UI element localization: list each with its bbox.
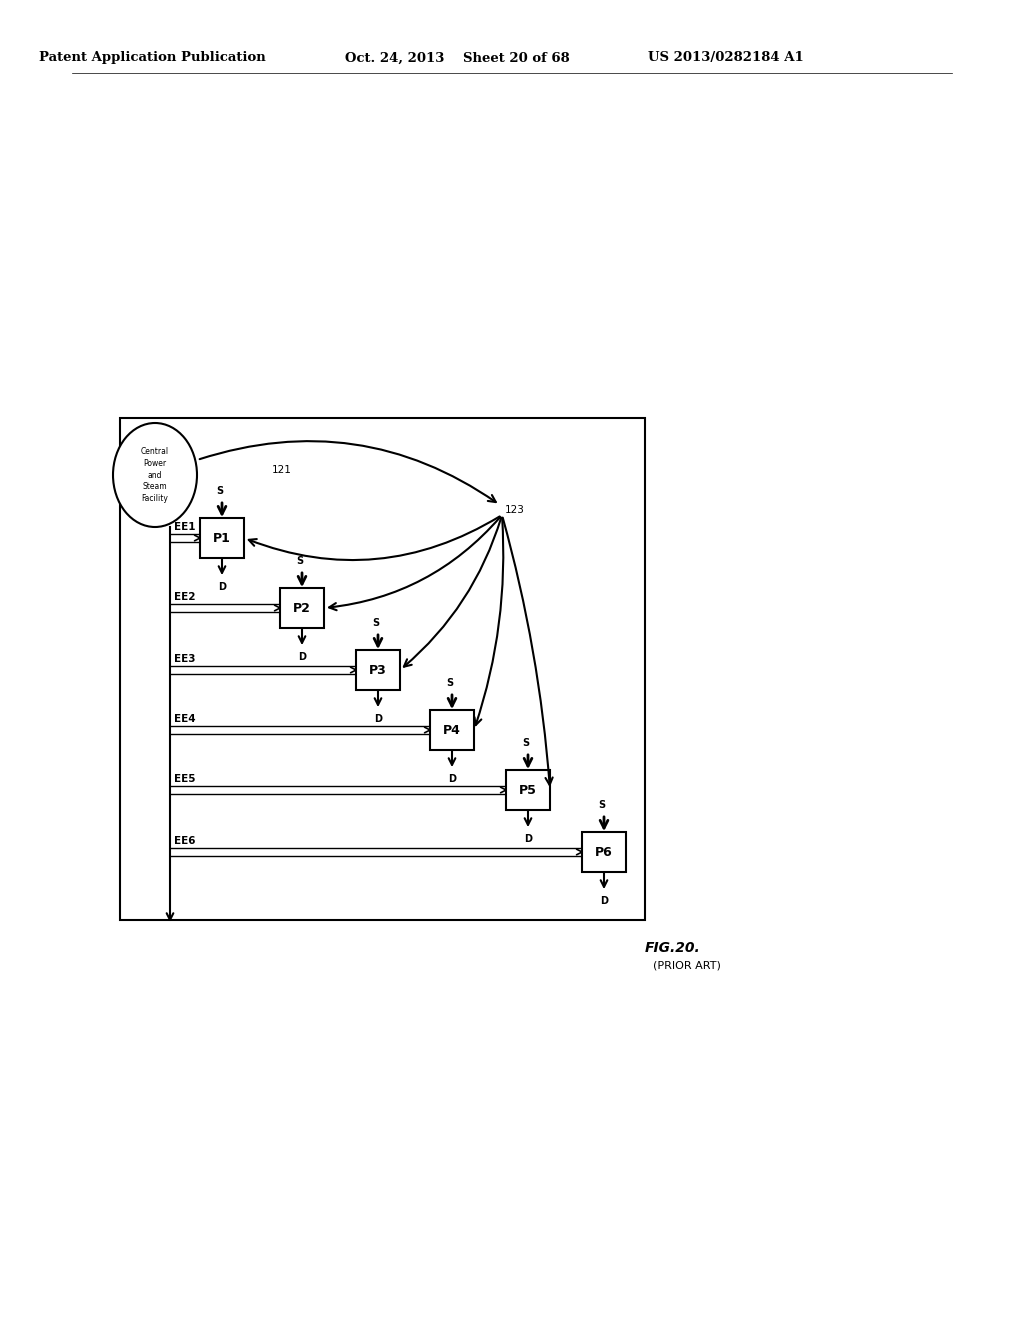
Text: EE5: EE5: [174, 774, 196, 784]
Text: D: D: [524, 834, 532, 843]
Text: D: D: [449, 774, 456, 784]
FancyBboxPatch shape: [200, 517, 244, 558]
Text: EE2: EE2: [174, 591, 196, 602]
FancyBboxPatch shape: [582, 832, 626, 873]
Text: (PRIOR ART): (PRIOR ART): [653, 961, 721, 972]
Text: Oct. 24, 2013: Oct. 24, 2013: [345, 51, 444, 65]
Text: EE1: EE1: [174, 521, 196, 532]
Text: FIG.20.: FIG.20.: [645, 941, 700, 954]
Ellipse shape: [113, 422, 197, 527]
Text: 121: 121: [272, 465, 292, 475]
Text: Sheet 20 of 68: Sheet 20 of 68: [463, 51, 569, 65]
Text: D: D: [218, 582, 226, 591]
FancyBboxPatch shape: [356, 649, 400, 690]
Text: P2: P2: [293, 602, 311, 615]
Text: P4: P4: [443, 723, 461, 737]
Text: EE3: EE3: [174, 653, 196, 664]
Text: P1: P1: [213, 532, 231, 544]
Text: P5: P5: [519, 784, 537, 796]
Text: Central
Power
and
Steam
Facility: Central Power and Steam Facility: [141, 447, 169, 503]
Text: S: S: [216, 486, 223, 496]
FancyBboxPatch shape: [280, 587, 324, 628]
Text: P6: P6: [595, 846, 613, 858]
Text: S: S: [522, 738, 529, 748]
Text: Patent Application Publication: Patent Application Publication: [39, 51, 265, 65]
Text: EE4: EE4: [174, 714, 196, 723]
Text: 123: 123: [505, 506, 525, 515]
Text: US 2013/0282184 A1: US 2013/0282184 A1: [648, 51, 804, 65]
Text: P3: P3: [369, 664, 387, 676]
Bar: [120, 418, 645, 920]
Text: S: S: [598, 800, 605, 810]
Text: EE6: EE6: [174, 836, 196, 846]
Text: D: D: [298, 652, 306, 663]
Text: D: D: [374, 714, 382, 723]
FancyBboxPatch shape: [430, 710, 474, 750]
Text: S: S: [446, 678, 454, 688]
Text: S: S: [373, 618, 380, 628]
FancyBboxPatch shape: [506, 770, 550, 810]
Text: S: S: [296, 556, 303, 566]
Text: D: D: [600, 896, 608, 906]
